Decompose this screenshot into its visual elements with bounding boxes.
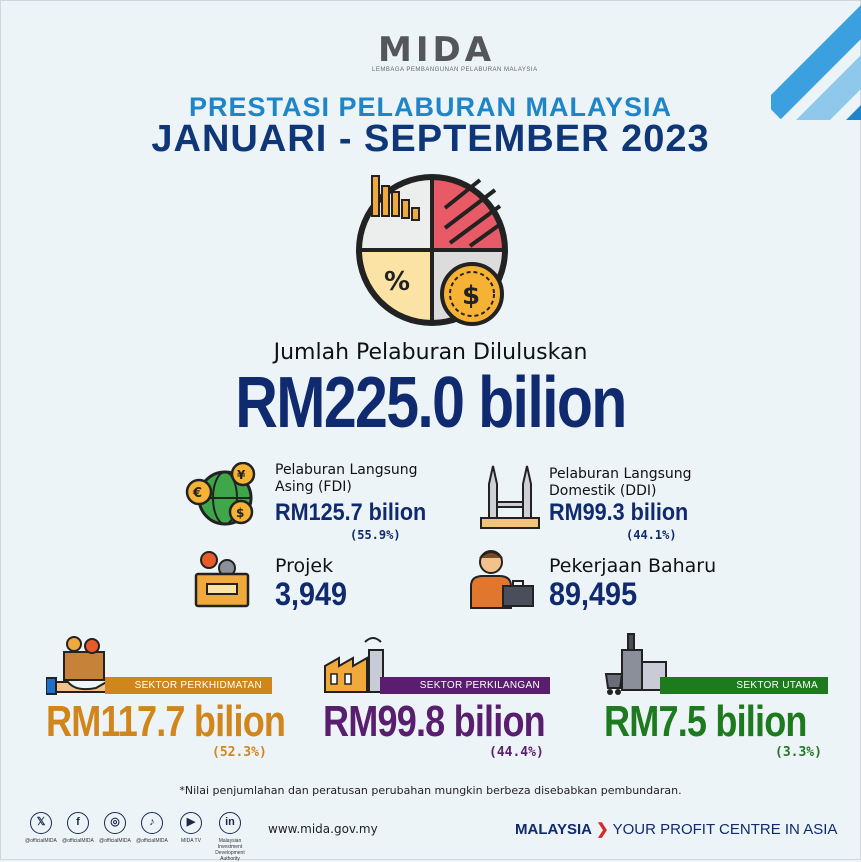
- sector-bar-utama: SEKTOR UTAMA: [660, 677, 828, 694]
- tagline: MALAYSIA ❯ YOUR PROFIT CENTRE IN ASIA: [515, 820, 837, 838]
- service-box-icon: [46, 636, 111, 695]
- fdi-pct: (55.9%): [350, 528, 401, 542]
- page-title: PRESTASI PELABURAN MALAYSIA: [188, 92, 673, 122]
- globe-money-icon: € ¥ $: [185, 462, 256, 526]
- instagram-caption: @officialMIDA: [99, 838, 131, 844]
- ddi-label-line1: Pelaburan Langsung: [549, 466, 692, 482]
- total-value: RM225.0 bilion: [235, 363, 627, 443]
- folder-gears-icon: [194, 551, 250, 608]
- sector-pct-perkilangan: (44.4%): [489, 745, 544, 760]
- tagline-country: MALAYSIA: [515, 821, 592, 838]
- ddi-label-line2: Domestik (DDI): [549, 483, 657, 499]
- instagram-icon[interactable]: ◎: [104, 812, 126, 834]
- fdi-label: Pelaburan Langsung Asing (FDI): [275, 462, 418, 496]
- tagline-arrow-icon: ❯: [596, 821, 609, 838]
- facebook-caption: @officialMIDA: [62, 838, 94, 844]
- sector-label-utama: SEKTOR UTAMA: [736, 680, 818, 691]
- pie-chart-icon: % $: [356, 174, 508, 326]
- sector-label-perkilangan: SEKTOR PERKILANGAN: [419, 680, 540, 691]
- total-label: Jumlah Pelaburan Diluluskan: [273, 340, 588, 365]
- x-caption: @officialMIDA: [25, 838, 57, 844]
- svg-text:€: €: [192, 486, 202, 501]
- svg-text:%: %: [384, 267, 410, 297]
- ddi-value: RM99.3 bilion: [549, 499, 689, 526]
- fdi-label-line2: Asing (FDI): [275, 479, 352, 495]
- twin-towers-icon: [480, 465, 540, 529]
- businessman-icon: [470, 550, 534, 609]
- facebook-icon[interactable]: f: [67, 812, 89, 834]
- website-link[interactable]: www.mida.gov.my: [268, 822, 378, 836]
- ddi-pct: (44.1%): [626, 528, 677, 542]
- sector-pct-utama: (3.3%): [775, 745, 822, 760]
- youtube-caption: MIDA TV: [181, 838, 201, 844]
- svg-text:$: $: [236, 506, 244, 520]
- sector-bar-perkilangan: SEKTOR PERKILANGAN: [380, 677, 550, 694]
- projek-value: 3,949: [275, 576, 348, 612]
- sector-label-perkhidmatan: SEKTOR PERKHIDMATAN: [134, 680, 262, 691]
- sector-value-perkhidmatan: RM117.7 bilion: [46, 697, 286, 746]
- tagline-text: YOUR PROFIT CENTRE IN ASIA: [612, 821, 838, 838]
- mining-icon: [604, 633, 667, 695]
- mida-logo: MIDA: [378, 30, 496, 70]
- tiktok-caption: @officialMIDA: [136, 838, 168, 844]
- ddi-label: Pelaburan Langsung Domestik (DDI): [549, 466, 692, 500]
- youtube-icon[interactable]: ▶: [180, 812, 202, 834]
- sector-bar-perkhidmatan: SEKTOR PERKHIDMATAN: [105, 677, 272, 694]
- projek-label: Projek: [275, 555, 334, 577]
- linkedin-icon[interactable]: in: [219, 812, 241, 834]
- mida-logo-subtitle: LEMBAGA PEMBANGUNAN PELABURAN MALAYSIA: [372, 67, 538, 73]
- svg-text:$: $: [462, 281, 480, 311]
- pekerjaan-value: 89,495: [549, 576, 638, 612]
- fdi-label-line1: Pelaburan Langsung: [275, 462, 418, 478]
- footnote: *Nilai penjumlahan dan peratusan perubah…: [179, 784, 682, 797]
- sector-pct-perkhidmatan: (52.3%): [212, 745, 267, 760]
- sector-value-perkilangan: RM99.8 bilion: [323, 697, 546, 746]
- page-period: JANUARI - SEPTEMBER 2023: [151, 118, 710, 160]
- tiktok-icon[interactable]: ♪: [141, 812, 163, 834]
- linkedin-caption: Malaysian Investment Development Authori…: [215, 838, 245, 862]
- factory-icon: [324, 637, 384, 693]
- fdi-value: RM125.7 bilion: [275, 499, 427, 526]
- x-icon[interactable]: 𝕏: [30, 812, 52, 834]
- pekerjaan-label: Pekerjaan Baharu: [549, 555, 717, 577]
- sector-value-utama: RM7.5 bilion: [604, 697, 807, 746]
- svg-text:¥: ¥: [237, 468, 246, 482]
